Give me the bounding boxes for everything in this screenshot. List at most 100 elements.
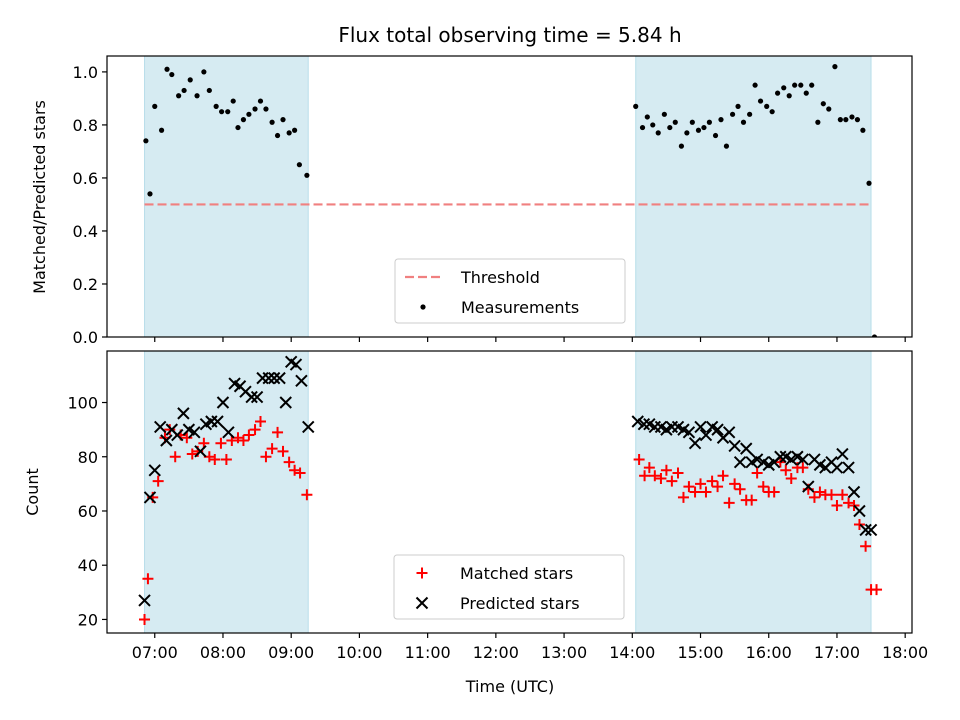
data-point bbox=[215, 437, 227, 449]
top-y-axis-label: Matched/Predicted stars bbox=[30, 100, 49, 294]
data-point bbox=[274, 132, 281, 139]
data-point bbox=[689, 486, 701, 498]
bottom-y-axis-label: Count bbox=[23, 468, 42, 516]
data-point bbox=[220, 453, 232, 465]
series-predicted-stars bbox=[138, 355, 878, 607]
data-point bbox=[164, 66, 170, 72]
data-point bbox=[213, 103, 219, 109]
data-point bbox=[295, 374, 308, 388]
data-point bbox=[252, 106, 258, 112]
data-point bbox=[245, 390, 258, 404]
data-point bbox=[871, 584, 883, 596]
plot-area bbox=[138, 351, 883, 633]
data-point bbox=[684, 130, 690, 136]
data-point bbox=[138, 594, 151, 607]
data-point bbox=[181, 432, 193, 444]
data-point bbox=[250, 390, 264, 404]
data-point bbox=[257, 98, 264, 104]
legend-plus-swatch bbox=[416, 567, 428, 579]
data-point bbox=[666, 475, 678, 487]
data-point bbox=[853, 519, 865, 531]
data-point bbox=[194, 445, 207, 458]
data-point bbox=[209, 453, 221, 465]
data-point bbox=[853, 504, 866, 518]
data-point bbox=[860, 540, 872, 552]
data-point bbox=[235, 124, 241, 131]
data-point bbox=[160, 434, 173, 447]
data-point bbox=[866, 180, 872, 186]
x-axis-label: Time (UTC) bbox=[465, 677, 554, 696]
data-point bbox=[201, 69, 207, 75]
data-point bbox=[752, 82, 758, 88]
data-point bbox=[266, 443, 278, 455]
data-point bbox=[187, 77, 193, 83]
data-point bbox=[279, 396, 292, 409]
data-point bbox=[216, 396, 230, 409]
observing-window-1 bbox=[144, 56, 309, 337]
data-point bbox=[633, 103, 639, 109]
data-point bbox=[785, 453, 798, 466]
legend: Matched stars Predicted stars bbox=[393, 554, 625, 620]
data-point bbox=[826, 106, 832, 112]
data-point bbox=[152, 475, 164, 487]
data-point bbox=[775, 90, 781, 96]
data-point bbox=[728, 439, 741, 453]
x-tick-label: 12:00 bbox=[473, 643, 519, 662]
y-tick-label: 0.8 bbox=[73, 116, 98, 135]
data-point bbox=[694, 420, 707, 434]
data-point bbox=[655, 472, 667, 484]
y-tick-label: 1.0 bbox=[73, 63, 98, 82]
data-point bbox=[230, 98, 236, 104]
x-tick-label: 14:00 bbox=[609, 643, 655, 662]
data-point bbox=[158, 127, 165, 133]
bottom-panel-count-plot: 20 40 60 80 100 07:00 08:00 09:00 10:00 11:00 12:0… bbox=[23, 350, 928, 696]
data-point bbox=[272, 426, 284, 438]
x-tick-label: 13:00 bbox=[541, 643, 587, 662]
data-point bbox=[701, 124, 707, 131]
series-measurements bbox=[143, 64, 878, 337]
data-point bbox=[219, 109, 225, 115]
data-point bbox=[302, 420, 315, 434]
data-point bbox=[689, 119, 695, 125]
data-point bbox=[240, 117, 247, 123]
legend-label: Predicted stars bbox=[460, 594, 580, 613]
data-point bbox=[740, 119, 747, 125]
data-point bbox=[735, 103, 741, 109]
data-point bbox=[797, 462, 809, 474]
data-point bbox=[740, 442, 753, 455]
data-point bbox=[633, 453, 645, 465]
data-point bbox=[723, 497, 735, 509]
data-point bbox=[809, 82, 815, 88]
data-point bbox=[757, 98, 764, 104]
data-point bbox=[639, 124, 646, 131]
data-point bbox=[796, 453, 810, 466]
data-point bbox=[147, 191, 153, 197]
observing-window-1 bbox=[144, 351, 309, 633]
data-point bbox=[683, 481, 695, 493]
x-tick-label: 15:00 bbox=[677, 643, 723, 662]
data-point bbox=[849, 114, 855, 120]
observing-window-2 bbox=[635, 56, 872, 337]
legend-box bbox=[393, 554, 625, 620]
x-tick-label: 18:00 bbox=[882, 643, 928, 662]
legend-dot-swatch bbox=[420, 304, 426, 310]
data-point bbox=[206, 87, 212, 94]
data-point bbox=[637, 418, 651, 431]
data-point bbox=[143, 138, 149, 144]
data-point bbox=[859, 523, 872, 537]
data-point bbox=[832, 64, 838, 70]
y-tick-label: 20 bbox=[78, 610, 98, 629]
data-point bbox=[769, 109, 775, 115]
data-point bbox=[672, 467, 684, 479]
data-point bbox=[722, 426, 736, 439]
data-point bbox=[194, 93, 200, 99]
data-point bbox=[289, 358, 303, 371]
data-point bbox=[786, 93, 792, 99]
data-point bbox=[267, 371, 281, 385]
data-point bbox=[734, 483, 746, 495]
data-point bbox=[148, 464, 161, 477]
data-point bbox=[177, 407, 190, 420]
data-point bbox=[292, 127, 298, 133]
data-point bbox=[700, 486, 712, 498]
x-tick-label: 17:00 bbox=[814, 643, 860, 662]
